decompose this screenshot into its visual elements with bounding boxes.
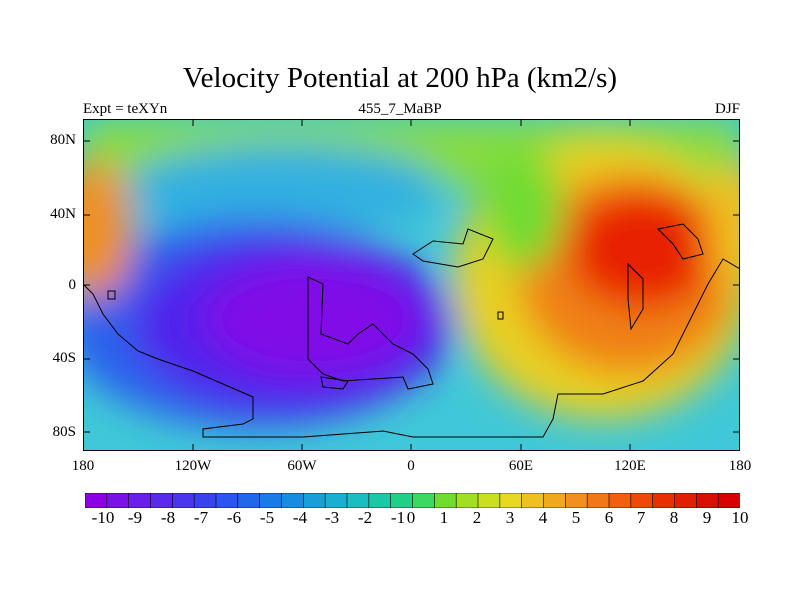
- colorbar-label: 9: [702, 508, 712, 527]
- colorbar-swatch: [84, 492, 108, 509]
- colorbar-swatch: [390, 492, 414, 509]
- colorbar-label: -8: [160, 508, 176, 527]
- colorbar-label: -9: [127, 508, 143, 527]
- y-tick-label-40n: 40N: [50, 206, 76, 222]
- axis-ticks: [83, 119, 740, 451]
- x-tick-label-180e: 180: [728, 458, 752, 474]
- colorbar-swatch: [543, 492, 566, 509]
- colorbar-label: 10: [731, 508, 749, 527]
- season-label: DJF: [714, 101, 740, 117]
- colorbar-swatch: [193, 492, 217, 509]
- colorbar-label: 1: [439, 508, 449, 527]
- colorbar-label: 7: [636, 508, 646, 527]
- colorbar-label: -2: [357, 508, 373, 527]
- colorbar-swatch: [455, 492, 479, 509]
- colorbar-swatch: [368, 492, 392, 509]
- colorbar-swatches: [84, 492, 741, 509]
- colorbar-label: 6: [604, 508, 614, 527]
- colorbar-swatch: [303, 492, 326, 509]
- colorbar-swatch: [630, 492, 654, 509]
- colorbar-swatch: [259, 492, 283, 509]
- y-tick-label-80s: 80S: [52, 424, 76, 440]
- colorbar-label: 5: [571, 508, 581, 527]
- colorbar-swatch: [172, 492, 195, 509]
- map-title: Velocity Potential at 200 hPa (km2/s): [182, 62, 618, 94]
- colorbar-swatch: [106, 492, 130, 509]
- colorbar-swatch: [521, 492, 545, 509]
- colorbar-label: -7: [193, 508, 209, 527]
- colorbar-label: -3: [324, 508, 340, 527]
- colorbar-label: 2: [472, 508, 482, 527]
- colorbar-label: 8: [669, 508, 679, 527]
- colorbar-swatch: [237, 492, 261, 509]
- field-shading: [83, 119, 740, 429]
- colorbar-swatch: [324, 492, 348, 509]
- coastlines: [83, 223, 740, 438]
- colorbar-swatch: [608, 492, 632, 509]
- colorbar-swatch: [674, 492, 697, 509]
- y-tick-label-0: 0: [68, 277, 77, 293]
- colorbar-label: 3: [505, 508, 515, 527]
- colorbar-label: -10: [91, 508, 115, 527]
- colorbar-label: -5: [259, 508, 275, 527]
- velocity-potential-map: [83, 119, 740, 451]
- y-tick-label-80n: 80N: [50, 132, 76, 148]
- colorbar-label: -1: [390, 508, 406, 527]
- colorbar-swatch: [346, 492, 370, 509]
- colorbar-swatch: [434, 492, 457, 509]
- colorbar-label: -4: [292, 508, 308, 527]
- colorbar-swatch: [128, 492, 152, 509]
- x-tick-label-0: 0: [407, 458, 415, 474]
- case-label: 455_7_MaBP: [358, 101, 442, 117]
- colorbar-swatch: [565, 492, 588, 509]
- x-tick-label-120e: 120E: [614, 458, 646, 474]
- x-tick-label-60w: 60W: [287, 458, 317, 474]
- colorbar-swatch: [652, 492, 676, 509]
- colorbar-swatch: [477, 492, 501, 509]
- x-tick-label-180w: 180: [71, 458, 95, 474]
- y-tick-label-40s: 40S: [52, 350, 76, 366]
- experiment-label: Expt = teXYn: [83, 101, 168, 117]
- colorbar-swatch: [717, 492, 741, 509]
- colorbar-swatch: [412, 492, 435, 509]
- colorbar-label: 4: [538, 508, 548, 527]
- colorbar: [84, 492, 741, 513]
- colorbar-swatch: [215, 492, 239, 509]
- colorbar-swatch: [150, 492, 173, 509]
- colorbar-swatch: [586, 492, 610, 509]
- colorbar-label: 0: [406, 508, 416, 527]
- colorbar-swatch: [281, 492, 304, 509]
- colorbar-swatch: [499, 492, 523, 509]
- colorbar-label: -6: [226, 508, 242, 527]
- x-tick-label-120w: 120W: [174, 458, 212, 474]
- x-tick-label-60e: 60E: [508, 458, 534, 474]
- colorbar-swatch: [696, 492, 719, 509]
- map-plot-area: [83, 119, 740, 451]
